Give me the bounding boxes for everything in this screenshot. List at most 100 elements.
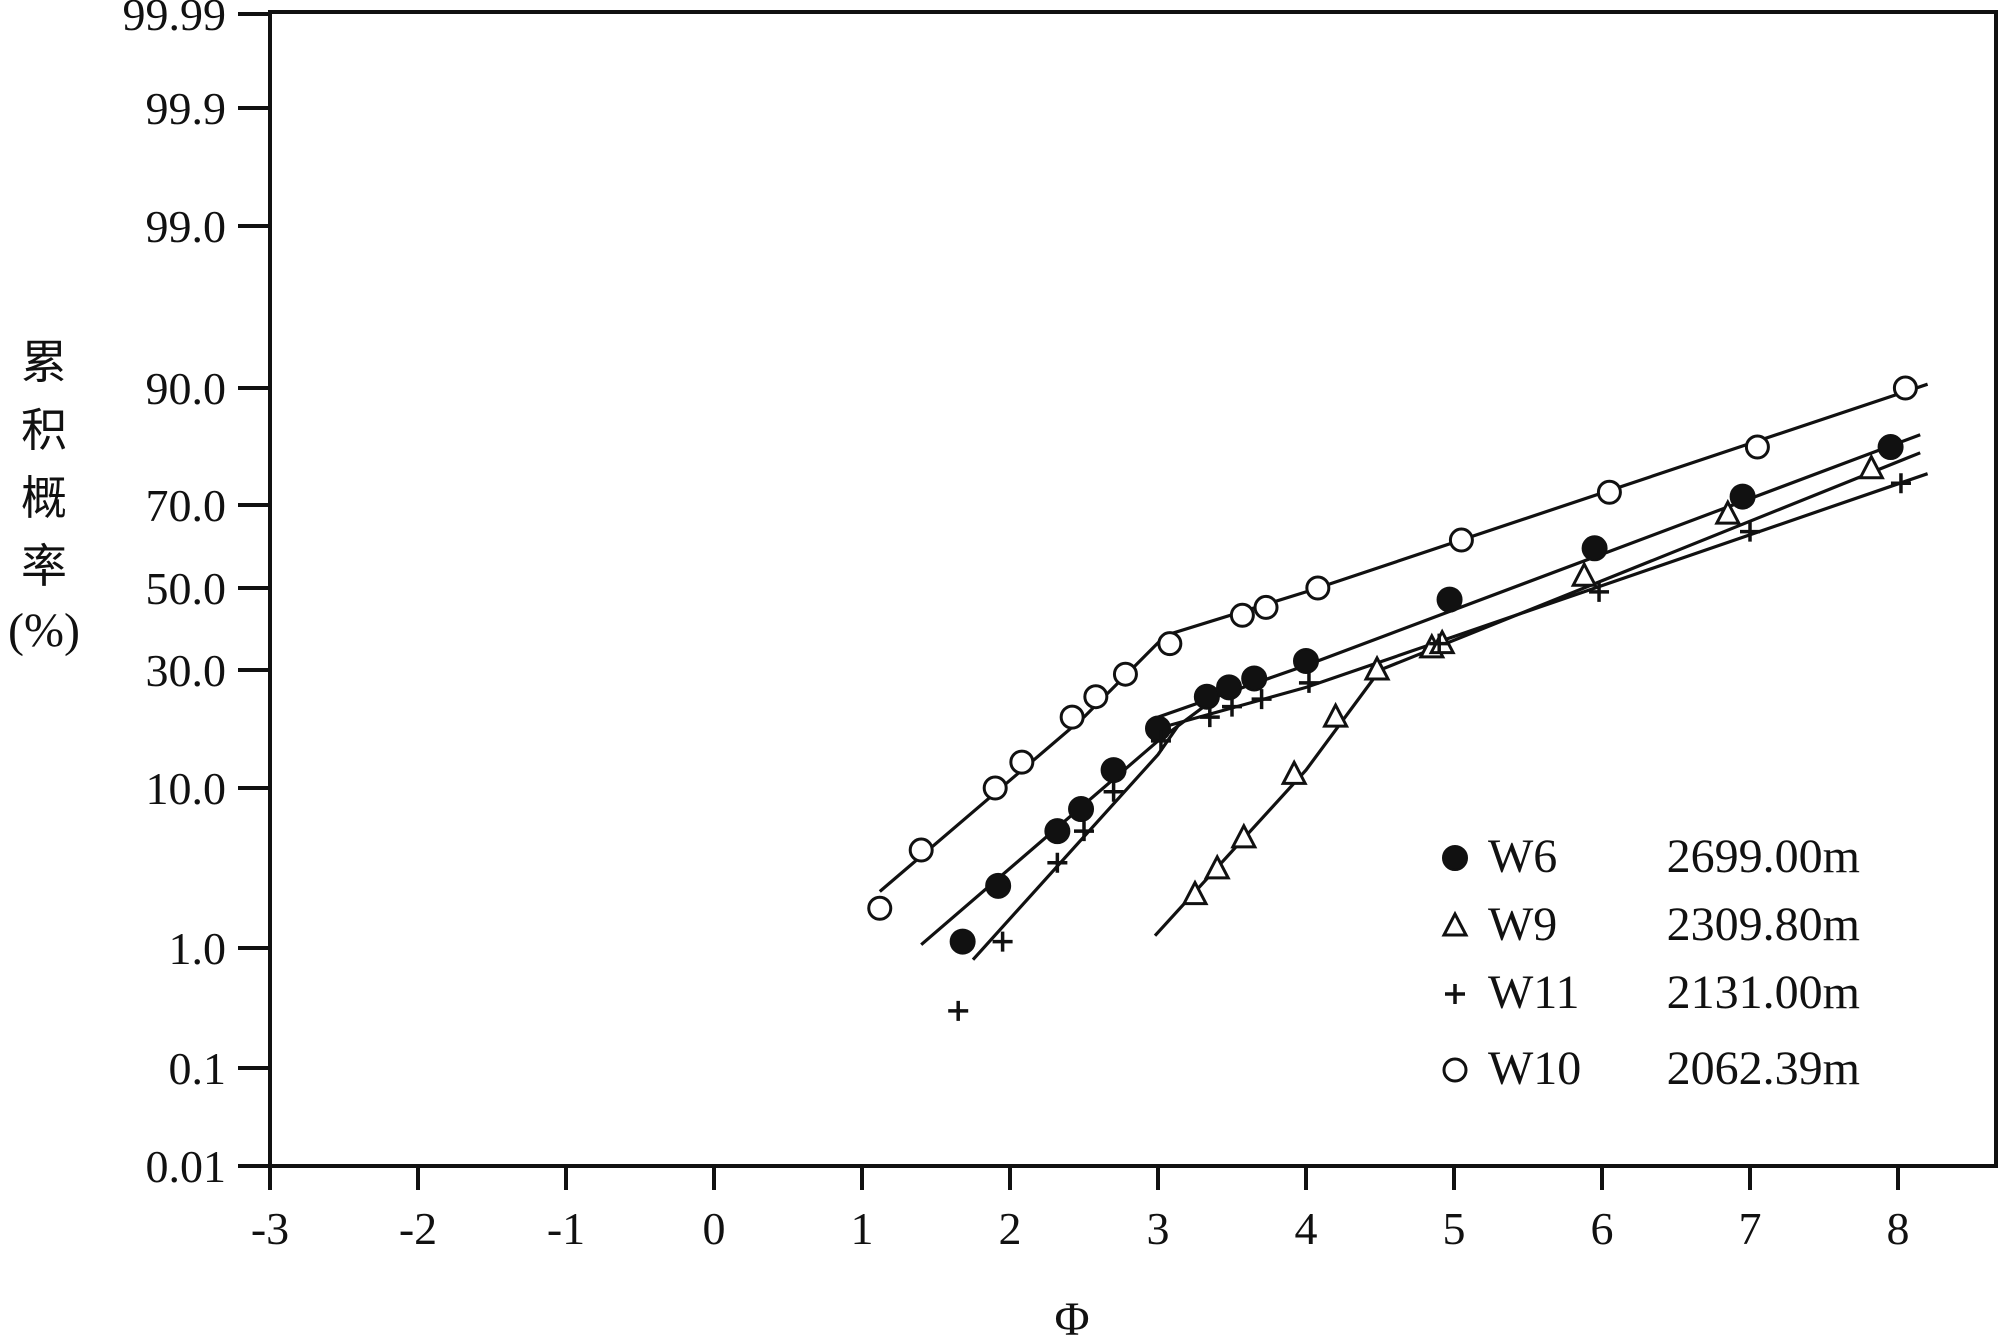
y-tick-label: 70.0 — [146, 480, 227, 531]
point-w6 — [1068, 796, 1095, 823]
point-w9 — [1181, 879, 1209, 906]
fit-line-w6 — [1157, 433, 1921, 719]
point-w10 — [1157, 631, 1183, 657]
point-w6 — [1193, 683, 1220, 710]
x-tick-label: 1 — [851, 1203, 874, 1254]
point-w10 — [1892, 375, 1918, 401]
y-axis-title-char: 累 — [21, 335, 67, 389]
y-axis-title-char: 积 — [21, 403, 67, 457]
y-tick-label: 0.1 — [169, 1043, 227, 1094]
point-w10 — [1253, 594, 1279, 620]
point-w9 — [1322, 701, 1350, 728]
legend: W6 2699.00m W9 2309.80m W11 2131.00m W10 2062.3… — [1441, 830, 1860, 1095]
point-w10 — [982, 775, 1008, 801]
legend-series-name: W10 — [1488, 1042, 1581, 1095]
x-tick-label: 0 — [703, 1203, 726, 1254]
legend-marker-w10 — [1442, 1057, 1468, 1083]
legend-series-depth: 2062.39m — [1667, 1042, 1860, 1095]
point-w11 — [992, 931, 1013, 952]
x-tick-label: 4 — [1295, 1203, 1318, 1254]
fit-line-w9 — [1153, 669, 1382, 937]
y-axis-title-char: 率 — [21, 539, 67, 593]
y-axis-ticks: 0.010.11.010.030.050.070.090.099.099.999… — [123, 0, 270, 1192]
fit-line-w11 — [1157, 472, 1929, 731]
legend-series-name: W9 — [1488, 898, 1557, 951]
point-w10 — [1305, 575, 1331, 601]
y-axis-title-char: (%) — [8, 604, 80, 657]
y-tick-label: 10.0 — [146, 763, 227, 814]
legend-marker-w6 — [1442, 845, 1468, 871]
x-tick-label: 8 — [1887, 1203, 1910, 1254]
point-w6 — [1216, 674, 1243, 701]
point-w11 — [1047, 852, 1068, 873]
point-w10 — [1009, 749, 1035, 775]
point-w10 — [867, 895, 893, 921]
x-tick-label: 5 — [1443, 1203, 1466, 1254]
point-w10 — [1744, 434, 1770, 460]
y-tick-label: 50.0 — [146, 563, 227, 614]
point-w6 — [1729, 483, 1756, 510]
point-w11 — [948, 1000, 969, 1021]
x-tick-label: 3 — [1147, 1203, 1170, 1254]
y-tick-label: 99.99 — [123, 0, 227, 40]
legend-marker-w9 — [1441, 910, 1469, 937]
point-w9 — [1570, 560, 1598, 587]
point-w6 — [1145, 715, 1171, 742]
point-w11 — [1251, 689, 1272, 710]
point-w11 — [1890, 473, 1911, 494]
point-w9 — [1714, 498, 1742, 525]
legend-marker-w11 — [1445, 984, 1465, 1004]
legend-series-depth: 2309.80m — [1667, 898, 1860, 951]
point-w6 — [1100, 757, 1127, 784]
legend-series-name: W11 — [1488, 966, 1580, 1019]
point-w6 — [949, 928, 976, 955]
y-tick-label: 30.0 — [146, 645, 227, 696]
x-axis-title: Φ — [1054, 1293, 1089, 1340]
point-w11 — [1103, 781, 1124, 802]
y-tick-label: 99.9 — [146, 83, 227, 134]
point-w11 — [1222, 696, 1242, 717]
point-w9 — [1203, 853, 1231, 880]
y-tick-label: 99.0 — [146, 201, 227, 252]
x-tick-label: 2 — [999, 1203, 1022, 1254]
x-tick-label: 6 — [1591, 1203, 1614, 1254]
point-w6 — [1241, 665, 1268, 692]
fit-line-w11 — [971, 721, 1182, 961]
point-w10 — [1083, 684, 1109, 710]
point-w11 — [1199, 707, 1220, 728]
y-tick-label: 1.0 — [169, 923, 227, 974]
point-w10 — [908, 837, 934, 863]
fit-line-w9 — [1379, 451, 1921, 672]
point-w9 — [1230, 822, 1258, 849]
point-w11 — [1740, 521, 1760, 542]
data-points — [867, 375, 1918, 1021]
x-tick-label: -2 — [399, 1203, 437, 1254]
point-w10 — [1448, 527, 1474, 553]
point-w6 — [985, 872, 1012, 899]
point-w11 — [1429, 633, 1450, 654]
x-axis-ticks: -3 -2 -1 0 1 2 3 4 5 6 7 8 — [251, 1166, 1910, 1254]
legend-series-name: W6 — [1488, 830, 1557, 883]
legend-series-depth: 2131.00m — [1667, 966, 1860, 1019]
fit-line-w10 — [1164, 382, 1929, 637]
point-w10 — [1596, 479, 1622, 505]
point-w6 — [1581, 535, 1608, 562]
point-w11 — [1150, 730, 1171, 751]
point-w6 — [1293, 647, 1319, 674]
point-w10 — [1112, 661, 1138, 687]
point-w10 — [1229, 602, 1255, 628]
point-w9 — [1857, 453, 1885, 480]
point-w6 — [1044, 818, 1071, 845]
legend-series-depth: 2699.00m — [1667, 830, 1860, 883]
y-tick-label: 0.01 — [146, 1141, 227, 1192]
point-w11 — [1589, 581, 1610, 602]
y-tick-label: 90.0 — [146, 363, 227, 414]
point-w6 — [1877, 434, 1904, 461]
y-axis-title-char: 概 — [21, 471, 67, 525]
point-w10 — [1059, 704, 1085, 730]
point-w9 — [1363, 654, 1391, 681]
point-w11 — [1074, 821, 1094, 842]
x-tick-label: -3 — [251, 1203, 289, 1254]
